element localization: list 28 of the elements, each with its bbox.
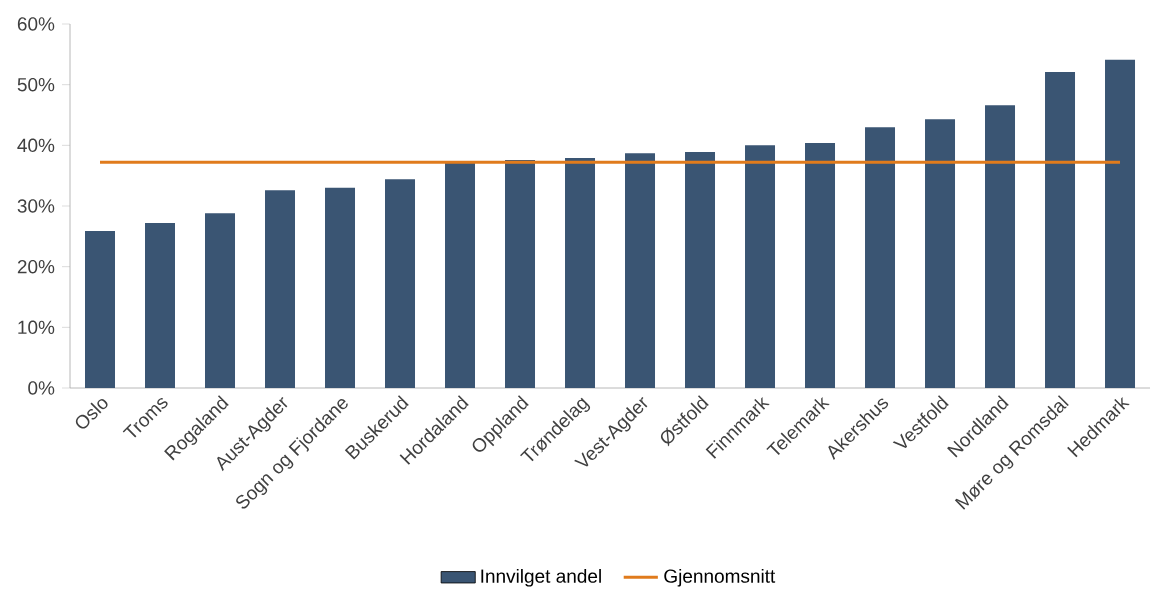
bar <box>565 158 596 388</box>
y-tick-label: 40% <box>17 138 55 153</box>
bar <box>985 105 1016 388</box>
bar <box>385 179 416 388</box>
bar <box>745 145 776 388</box>
bar <box>925 119 956 388</box>
bar <box>325 187 356 388</box>
bar <box>445 162 476 388</box>
x-tick-label: Oslo <box>75 398 108 429</box>
y-tick-label: 30% <box>17 199 55 213</box>
y-tick-label: 60% <box>17 17 55 31</box>
bar <box>265 190 296 388</box>
bar <box>865 127 896 388</box>
y-tick-label: 20% <box>17 259 55 274</box>
bar <box>625 153 656 388</box>
bar <box>85 230 116 388</box>
bar <box>805 142 836 388</box>
legend-label: Innvilget andel <box>481 568 601 587</box>
bar <box>505 159 536 388</box>
bar <box>1045 71 1076 388</box>
bar <box>1105 59 1136 388</box>
legend-label: Gjennomsnitt <box>664 568 776 587</box>
bar <box>145 222 175 388</box>
bar <box>205 213 236 388</box>
y-tick-label: 10% <box>18 320 55 335</box>
y-tick-label: 50% <box>17 77 55 92</box>
bar <box>685 152 716 388</box>
y-tick-label: 0% <box>28 381 55 395</box>
